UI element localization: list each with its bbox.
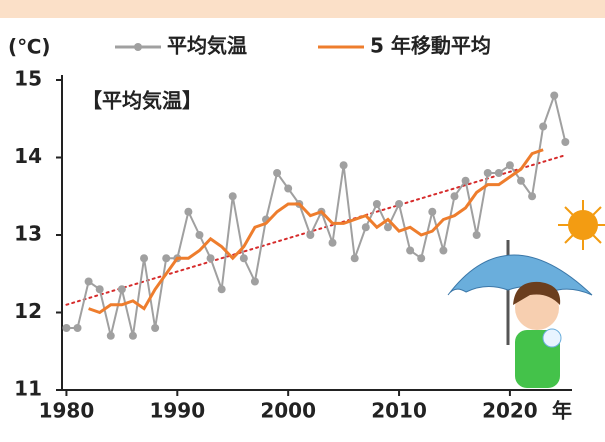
- point: [118, 285, 126, 293]
- point: [195, 231, 203, 239]
- point: [306, 231, 314, 239]
- point: [450, 192, 458, 200]
- point: [273, 169, 281, 177]
- page: (℃) 【平均気温】 年 11 12 13 14 15 1980 1990 2000 2010 2…: [0, 0, 605, 442]
- x-tick-label: 1980: [39, 399, 95, 423]
- point: [85, 278, 93, 286]
- point: [140, 254, 148, 262]
- series-line: [66, 96, 565, 336]
- point: [229, 192, 237, 200]
- y-tick-label: 15: [14, 67, 42, 91]
- point: [107, 332, 115, 340]
- y-axis-label: (℃): [8, 35, 51, 59]
- chart: (℃) 【平均気温】 年 11 12 13 14 15 1980 1990 2000 2010 2…: [0, 0, 605, 438]
- legend-label: 平均気温: [167, 34, 247, 58]
- point: [151, 324, 159, 332]
- point: [62, 324, 70, 332]
- x-tick-label: 2000: [260, 399, 316, 423]
- point: [284, 185, 292, 193]
- point: [395, 200, 403, 208]
- top-band: [0, 0, 605, 18]
- legend-marker: [134, 43, 142, 51]
- point: [373, 200, 381, 208]
- point: [539, 123, 547, 131]
- point: [506, 161, 514, 169]
- x-tick-label: 1990: [149, 399, 205, 423]
- point: [439, 247, 447, 255]
- y-tick-label: 14: [14, 144, 42, 168]
- point: [550, 92, 558, 100]
- sun: [558, 200, 605, 250]
- point: [495, 169, 503, 177]
- chart-title: 【平均気温】: [82, 89, 202, 113]
- point: [207, 254, 215, 262]
- point: [462, 177, 470, 185]
- point: [340, 161, 348, 169]
- point: [329, 239, 337, 247]
- legend-label: 5 年移動平均: [370, 34, 491, 58]
- point: [561, 138, 569, 146]
- point: [251, 278, 259, 286]
- x-tick-label: 2020: [482, 399, 538, 423]
- point: [484, 169, 492, 177]
- point: [528, 192, 536, 200]
- y-tick-label: 13: [14, 222, 42, 246]
- point: [428, 208, 436, 216]
- point: [129, 332, 137, 340]
- point: [218, 285, 226, 293]
- point: [162, 254, 170, 262]
- point: [184, 208, 192, 216]
- y-tick-label: 11: [14, 377, 42, 401]
- x-tick-label: 2010: [371, 399, 427, 423]
- point: [406, 247, 414, 255]
- point: [473, 231, 481, 239]
- person-with-umbrella: [448, 240, 592, 388]
- y-tick-label: 12: [14, 299, 42, 323]
- point: [96, 285, 104, 293]
- point: [74, 324, 82, 332]
- point: [240, 254, 248, 262]
- point: [417, 254, 425, 262]
- x-axis-label: 年: [552, 399, 572, 423]
- point: [362, 223, 370, 231]
- point: [351, 254, 359, 262]
- point: [517, 177, 525, 185]
